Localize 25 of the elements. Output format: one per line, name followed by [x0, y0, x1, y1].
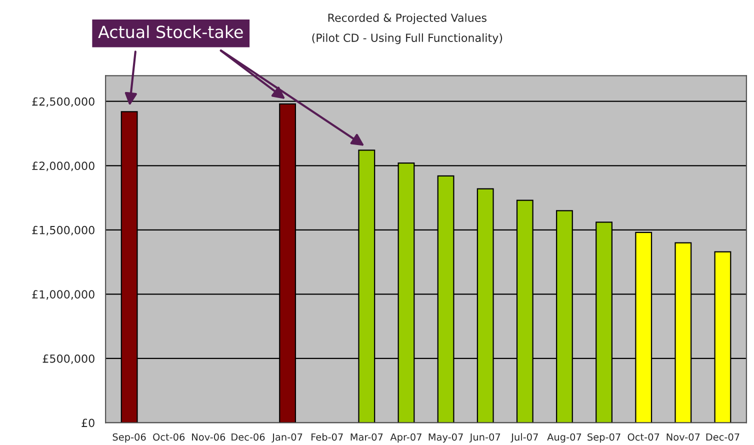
y-tick-label: £1,000,000 — [32, 290, 94, 300]
y-tick-label: £2,000,000 — [32, 162, 94, 172]
x-tick-label: Sep-07 — [588, 433, 620, 443]
y-tick-label: £0 — [82, 418, 94, 428]
chart-subtitle: (Pilot CD - Using Full Functionality) — [312, 33, 502, 44]
x-tick-label: Oct-06 — [153, 433, 185, 441]
x-tick-label: Oct-07 — [628, 433, 660, 441]
y-tick-label: £1,500,000 — [32, 226, 94, 236]
x-tick-label: Aug-07 — [547, 433, 582, 443]
x-tick-label: Jun-07 — [469, 433, 500, 442]
x-tick-label: Apr-07 — [390, 433, 422, 443]
text: Actual Stock-take — [98, 25, 243, 38]
x-tick-label: Sep-06 — [112, 433, 146, 443]
x-tick-label: Nov-07 — [666, 433, 700, 441]
x-tick-label: Jan-07 — [272, 433, 302, 442]
y-tick-label: £500,000 — [42, 354, 94, 364]
x-tick-label: Dec-06 — [232, 433, 265, 441]
x-tick-label: Nov-06 — [192, 433, 226, 441]
x-tick-label: Mar-07 — [350, 433, 383, 441]
x-tick-label: Dec-07 — [706, 433, 740, 441]
y-tick-label: £2,500,000 — [32, 97, 94, 107]
chart-title: Recorded & Projected Values — [328, 13, 486, 24]
x-tick-label: Jul-07 — [510, 433, 538, 442]
x-tick-label: Feb-07 — [312, 433, 343, 441]
x-tick-label: May-07 — [428, 433, 463, 443]
